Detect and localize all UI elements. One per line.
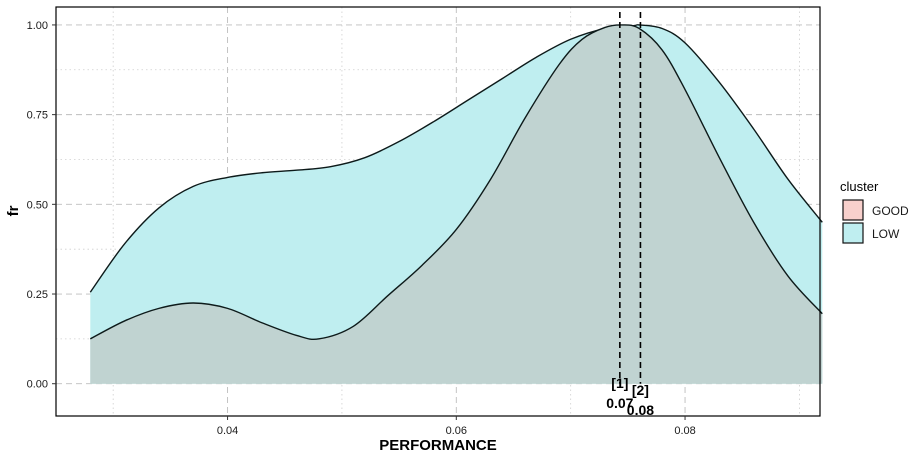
vline-value-2: 0.08 [627,402,654,418]
vline-value-1: 0.07 [606,395,633,411]
y-tick-label-4: 1.00 [27,20,48,32]
legend-label-good: GOOD [872,204,909,218]
y-tick-label-0: 0.00 [27,379,48,391]
y-axis-title: fr [5,205,22,216]
area-fill-good [90,24,823,384]
vline-label-2: [2] [632,382,649,398]
x-tick-label-2: 0.08 [674,425,695,437]
x-tick-label-0: 0.04 [217,425,238,437]
area-line-low [89,24,823,293]
y-tick-label-2: 0.50 [27,199,48,211]
legend-label-low: LOW [872,227,900,241]
tick-layer: 0.04 0.06 0.08 0.00 0.25 0.50 0.75 1.00 [27,20,696,437]
vline-layer: [1] 0.07[2] 0.08 [606,12,654,418]
y-tick-label-3: 0.75 [27,110,48,122]
y-tick-label-1: 0.25 [27,289,48,301]
area-layer [89,24,823,384]
plot-panel-border [55,6,821,417]
area-line-good [89,24,823,341]
x-axis-title: PERFORMANCE [379,437,497,454]
legend: cluster GOOD LOW [840,179,909,244]
vline-label-1: [1] [611,375,628,391]
x-tick-label-1: 0.06 [446,425,467,437]
legend-title: cluster [840,179,879,194]
legend-key-good [842,199,864,221]
legend-key-low [842,222,864,244]
